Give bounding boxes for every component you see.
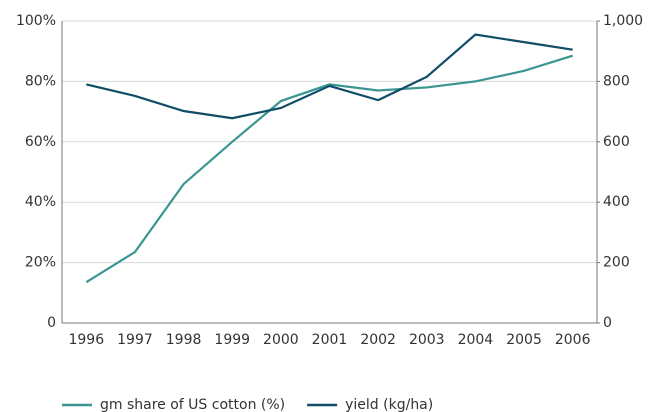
y2-tick-label: 200 — [603, 255, 630, 271]
x-tick-label: 2003 — [409, 332, 445, 348]
y-tick-label: 60% — [25, 134, 56, 150]
y2-tick-label: 600 — [603, 134, 630, 150]
y-tick-label: 100% — [16, 13, 56, 29]
y-tick-label: 80% — [25, 73, 56, 89]
y2-tick-label: 800 — [603, 73, 630, 89]
y2-tick-label: 1,000 — [603, 13, 643, 29]
x-tick-label: 2004 — [458, 332, 494, 348]
x-tick-label: 2001 — [312, 332, 348, 348]
x-tick-label: 1998 — [166, 332, 202, 348]
series-line — [85, 54, 574, 284]
y2-tick-label: 0 — [603, 315, 612, 331]
legend-label: yield (kg/ha) — [345, 397, 433, 412]
y-tick-label: 40% — [25, 194, 56, 210]
x-tick-label: 2005 — [506, 332, 542, 348]
y-tick-label: 0 — [47, 315, 56, 331]
x-tick-label: 1997 — [117, 332, 153, 348]
x-tick-label: 2000 — [263, 332, 299, 348]
y2-tick-label: 400 — [603, 194, 630, 210]
y-tick-label: 20% — [25, 255, 56, 271]
x-tick-label: 2006 — [555, 332, 591, 348]
legend-label: gm share of US cotton (%) — [100, 397, 285, 412]
x-tick-label: 2002 — [360, 332, 396, 348]
x-tick-label: 1999 — [214, 332, 250, 348]
series-line — [86, 33, 573, 120]
x-tick-label: 1996 — [68, 332, 104, 348]
